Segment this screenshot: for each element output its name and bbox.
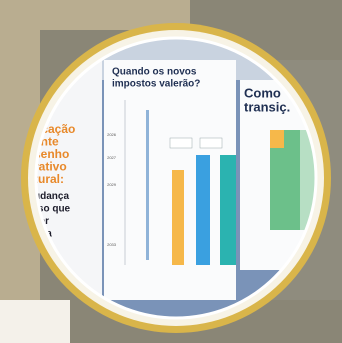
slide-text: senho: [34, 147, 69, 161]
year-label: 2026: [107, 132, 117, 137]
inner-edge: [34, 36, 318, 320]
slide: [104, 60, 236, 300]
blue-bar: [196, 155, 210, 265]
background-panel: [0, 300, 70, 343]
year-label: 2027: [107, 155, 117, 160]
timeline-bar: [146, 110, 149, 260]
note-box: [169, 137, 193, 149]
slide-text: tural:: [34, 172, 64, 186]
slide-text: rativo: [34, 160, 67, 174]
slide-title: impostos valerão?: [112, 79, 200, 90]
slide-title: Como: [244, 85, 281, 100]
slide-title: transiç.: [244, 99, 290, 114]
orange-area: [270, 130, 284, 148]
slide-text: rso que: [34, 204, 71, 215]
orange-bar: [172, 170, 184, 265]
slide-title: Quando os novos: [112, 67, 197, 78]
teal-bar: [220, 155, 236, 265]
center-slide: Quando os novos impostos valerão? 2026 2…: [104, 60, 236, 300]
year-label: 2029: [107, 182, 117, 187]
slide-text: udança: [34, 191, 69, 202]
year-label: 2033: [107, 242, 117, 247]
note-box: [199, 137, 223, 149]
